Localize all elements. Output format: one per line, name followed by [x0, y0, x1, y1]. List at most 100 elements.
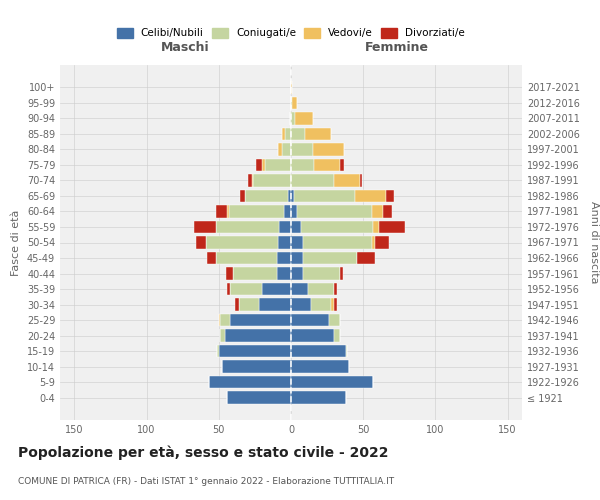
Bar [291, 282, 308, 296]
Bar [334, 282, 337, 296]
Bar [235, 298, 239, 311]
Bar [217, 344, 219, 358]
Bar [297, 205, 372, 218]
Bar [334, 329, 340, 342]
Bar [379, 220, 405, 234]
Bar [194, 220, 216, 234]
Bar [386, 190, 394, 202]
Bar [256, 158, 262, 172]
Text: COMUNE DI PATRICA (FR) - Dati ISTAT 1° gennaio 2022 - Elaborazione TUTTITALIA.IT: COMUNE DI PATRICA (FR) - Dati ISTAT 1° g… [18, 477, 394, 486]
Bar [207, 252, 216, 264]
Bar [291, 391, 346, 404]
Bar [253, 174, 291, 187]
Bar [277, 252, 291, 264]
Bar [227, 282, 230, 296]
Bar [291, 360, 349, 373]
Bar [291, 298, 311, 311]
Bar [283, 128, 285, 140]
Bar [291, 143, 313, 156]
Bar [239, 298, 259, 311]
Bar [233, 267, 277, 280]
Bar [313, 143, 344, 156]
Bar [278, 236, 291, 249]
Bar [329, 314, 340, 326]
Bar [291, 252, 302, 264]
Bar [358, 252, 375, 264]
Bar [245, 190, 288, 202]
Bar [209, 376, 291, 388]
Bar [219, 314, 220, 326]
Bar [219, 344, 291, 358]
Bar [372, 205, 383, 218]
Bar [285, 128, 291, 140]
Bar [383, 205, 392, 218]
Bar [291, 158, 314, 172]
Bar [288, 190, 291, 202]
Y-axis label: Fasce di età: Fasce di età [11, 210, 21, 276]
Bar [280, 220, 291, 234]
Bar [291, 267, 302, 280]
Bar [355, 190, 386, 202]
Bar [216, 252, 277, 264]
Bar [241, 190, 245, 202]
Bar [220, 314, 230, 326]
Bar [291, 112, 295, 125]
Bar [262, 282, 291, 296]
Bar [230, 282, 262, 296]
Bar [220, 329, 224, 342]
Bar [262, 158, 265, 172]
Bar [248, 174, 252, 187]
Bar [292, 96, 297, 110]
Bar [334, 298, 337, 311]
Bar [301, 220, 373, 234]
Y-axis label: Anni di nascita: Anni di nascita [589, 201, 599, 284]
Bar [305, 128, 331, 140]
Bar [291, 220, 301, 234]
Bar [252, 174, 253, 187]
Bar [308, 282, 334, 296]
Bar [291, 376, 373, 388]
Bar [291, 128, 305, 140]
Text: Femmine: Femmine [365, 42, 429, 54]
Text: Popolazione per età, sesso e stato civile - 2022: Popolazione per età, sesso e stato civil… [18, 446, 389, 460]
Bar [229, 205, 284, 218]
Bar [295, 112, 313, 125]
Bar [331, 298, 334, 311]
Bar [291, 344, 346, 358]
Bar [302, 267, 340, 280]
Bar [302, 252, 358, 264]
Bar [291, 81, 292, 94]
Bar [340, 158, 344, 172]
Bar [291, 96, 292, 110]
Bar [372, 236, 375, 249]
Bar [265, 158, 291, 172]
Bar [216, 220, 280, 234]
Bar [278, 143, 283, 156]
Bar [259, 298, 291, 311]
Bar [284, 205, 291, 218]
Bar [224, 329, 291, 342]
Bar [311, 298, 331, 311]
Bar [196, 236, 206, 249]
Bar [373, 220, 379, 234]
Bar [291, 174, 334, 187]
Bar [346, 344, 347, 358]
Bar [206, 236, 278, 249]
Bar [226, 267, 233, 280]
Bar [227, 205, 229, 218]
Bar [334, 174, 360, 187]
Text: Maschi: Maschi [160, 42, 209, 54]
Legend: Celibi/Nubili, Coniugati/e, Vedovi/e, Divorziati/e: Celibi/Nubili, Coniugati/e, Vedovi/e, Di… [113, 24, 469, 42]
Bar [302, 236, 372, 249]
Bar [291, 329, 334, 342]
Bar [360, 174, 362, 187]
Bar [291, 236, 302, 249]
Bar [375, 236, 389, 249]
Bar [222, 360, 291, 373]
Bar [291, 205, 297, 218]
Bar [283, 143, 291, 156]
Bar [314, 158, 340, 172]
Bar [294, 190, 355, 202]
Bar [290, 112, 291, 125]
Bar [230, 314, 291, 326]
